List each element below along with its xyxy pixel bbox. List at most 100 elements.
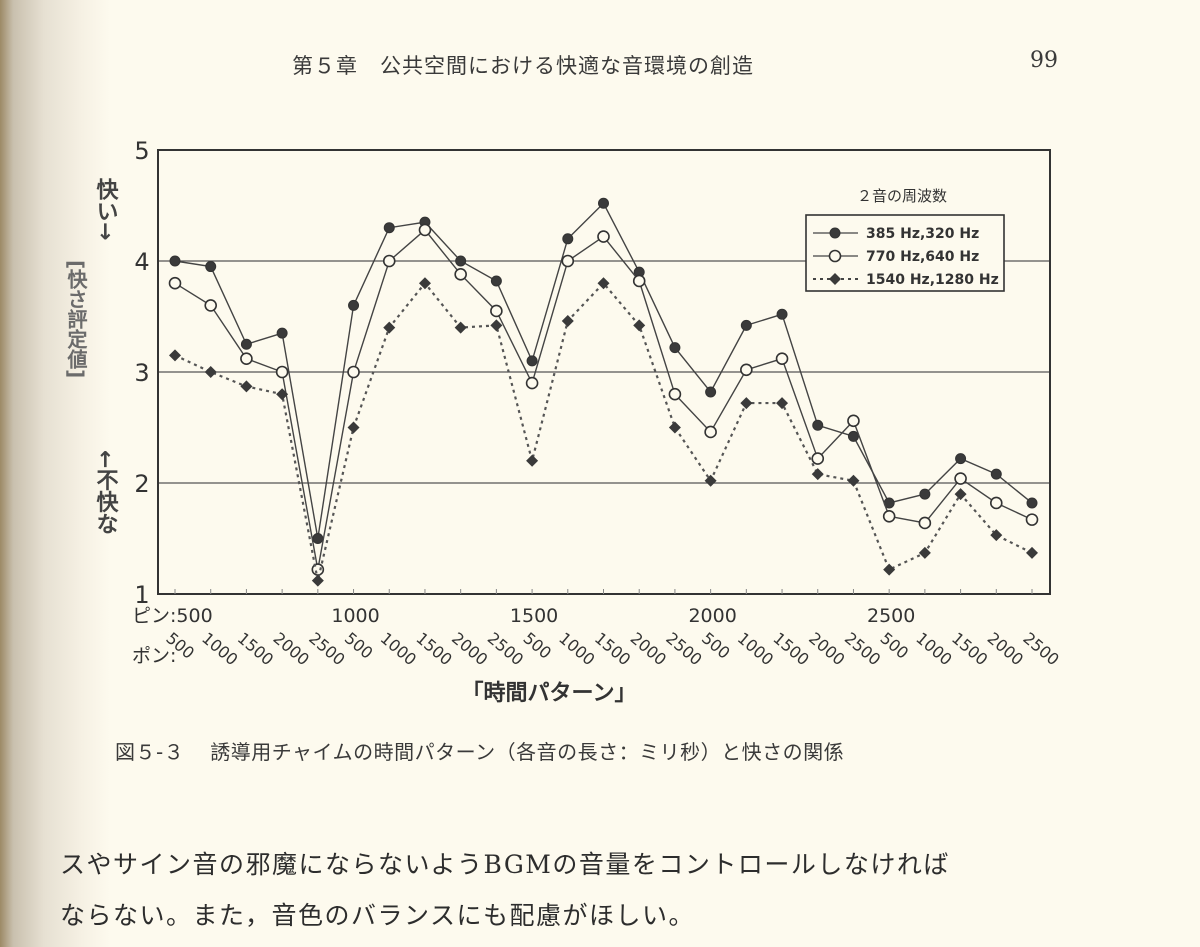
marker-filled-diamond <box>883 563 896 576</box>
marker-filled-diamond <box>990 529 1003 542</box>
marker-filled-diamond <box>847 474 860 487</box>
data-series <box>168 197 1039 587</box>
x-sub-tick-label: 2500 <box>305 629 348 670</box>
marker-open-circle <box>704 425 717 439</box>
x-sub-tick-label: 1500 <box>769 629 812 670</box>
marker-filled-circle <box>705 386 717 398</box>
y-annotation-pleasant: 快い→ <box>93 178 119 240</box>
marker-filled-circle <box>526 355 538 367</box>
marker-filled-diamond <box>811 468 824 481</box>
marker-filled-diamond <box>954 488 967 501</box>
marker-filled-diamond <box>776 397 789 410</box>
marker-filled-diamond <box>740 397 753 410</box>
marker-filled-circle <box>276 327 288 339</box>
figure-caption-text: 誘導用チャイムの時間パターン（各音の長さ：ミリ秒）と快さの関係 <box>210 740 845 764</box>
marker-filled-circle <box>490 275 502 287</box>
marker-filled-diamond <box>454 321 467 334</box>
x-sub-tick-label: 2500 <box>484 629 527 670</box>
marker-filled-diamond <box>204 366 217 378</box>
marker-open-circle <box>525 376 539 390</box>
marker-open-circle <box>275 365 289 379</box>
marker-filled-diamond <box>1026 546 1038 559</box>
x-sub-tick-label: 500 <box>698 629 734 663</box>
body-text-line-2: ならない。また，音色のバランスにも配慮がほしい。 <box>60 901 696 930</box>
running-head: 第５章 公共空間における快適な音環境の創造 <box>292 54 754 78</box>
marker-filled-circle <box>169 255 181 267</box>
marker-open-circle <box>454 268 467 281</box>
y-tick-label: 3 <box>134 359 149 387</box>
marker-filled-circle <box>312 533 324 544</box>
marker-open-circle <box>918 516 932 530</box>
page-number: 99 <box>1030 48 1058 73</box>
marker-filled-circle <box>776 308 788 320</box>
marker-filled-diamond <box>383 321 396 334</box>
x-sub-tick-label: 1500 <box>948 629 991 670</box>
marker-open-circle <box>204 299 218 312</box>
marker-filled-diamond <box>240 380 253 393</box>
marker-filled-diamond <box>526 454 539 467</box>
x-sub-tick-label: 1500 <box>591 629 634 670</box>
y-axis-title: [快さ評定値] <box>64 260 88 378</box>
x-axis-ticks <box>174 589 1033 594</box>
marker-open-circle <box>740 363 753 377</box>
figure-caption: 図５-３ 誘導用チャイムの時間パターン（各音の長さ：ミリ秒）と快さの関係 <box>115 736 844 765</box>
x-group-label: 1500 <box>510 605 558 627</box>
x-sub-tick-label: 2500 <box>841 629 884 670</box>
legend-title: ２音の周波数 <box>857 187 947 205</box>
marker-filled-diamond <box>633 319 646 332</box>
marker-open-circle <box>240 352 253 365</box>
legend-label: 385 Hz,320 Hz <box>866 226 979 242</box>
marker-filled-diamond <box>561 314 574 327</box>
marker-filled-diamond <box>490 319 503 332</box>
x-sub-tick-label: 2000 <box>984 629 1027 670</box>
x-sub-tick-label: 500 <box>341 629 377 663</box>
x-sub-tick-label: 1000 <box>198 629 241 670</box>
marker-filled-circle <box>455 255 467 267</box>
marker-filled-diamond <box>347 421 360 434</box>
marker-filled-circle <box>919 488 931 500</box>
x-group-label-pin: ピン:500 <box>132 605 213 627</box>
legend-label: 1540 Hz,1280 Hz <box>866 272 999 288</box>
legend: ２音の周波数 385 Hz,320 Hz 770 Hz,640 Hz 1540 Hz,… <box>805 187 1005 292</box>
x-sub-tick-label: 2000 <box>270 629 313 670</box>
marker-filled-circle <box>240 338 252 350</box>
marker-open-circle <box>775 352 789 365</box>
x-sub-tick-label: 1000 <box>912 629 955 670</box>
x-sub-tick-label: 1500 <box>234 629 277 670</box>
legend-label: 770 Hz,640 Hz <box>866 249 979 265</box>
marker-filled-circle <box>847 430 859 442</box>
marker-filled-diamond <box>597 277 610 290</box>
series-line-2 <box>174 281 1033 581</box>
marker-open-circle <box>418 223 432 237</box>
marker-filled-diamond <box>418 277 431 290</box>
marker-open-circle <box>668 387 682 401</box>
marker-filled-circle <box>562 233 574 245</box>
marker-filled-diamond <box>311 574 324 587</box>
marker-filled-diamond <box>169 349 181 362</box>
marker-filled-circle <box>205 261 217 273</box>
marker-filled-circle <box>1026 497 1038 509</box>
marker-open-circle <box>847 414 860 428</box>
x-sub-tick-label: 500 <box>877 629 913 663</box>
marker-filled-circle <box>598 197 609 209</box>
marker-filled-diamond <box>668 421 681 434</box>
figure-number: 図５-３ <box>115 740 185 764</box>
x-sub-label-pon: ポン: <box>132 645 176 667</box>
marker-filled-circle <box>990 468 1002 480</box>
marker-open-circle <box>811 452 825 465</box>
x-sub-tick-label: 2000 <box>627 629 670 670</box>
y-tick-label: 1 <box>134 581 149 609</box>
marker-open-circle <box>168 276 182 290</box>
x-sub-tick-label: 500 <box>520 629 556 663</box>
marker-filled-circle <box>955 453 967 465</box>
marker-open-circle <box>882 509 896 523</box>
x-sub-tick-label: 2500 <box>1019 629 1062 670</box>
x-group-label: 2500 <box>867 605 915 627</box>
x-sub-tick-label: 2000 <box>448 629 491 670</box>
marker-open-circle <box>989 496 1003 510</box>
marker-open-circle <box>382 254 396 268</box>
marker-filled-circle <box>669 342 681 354</box>
marker-filled-circle <box>829 227 841 239</box>
x-group-label: 2000 <box>688 605 736 627</box>
